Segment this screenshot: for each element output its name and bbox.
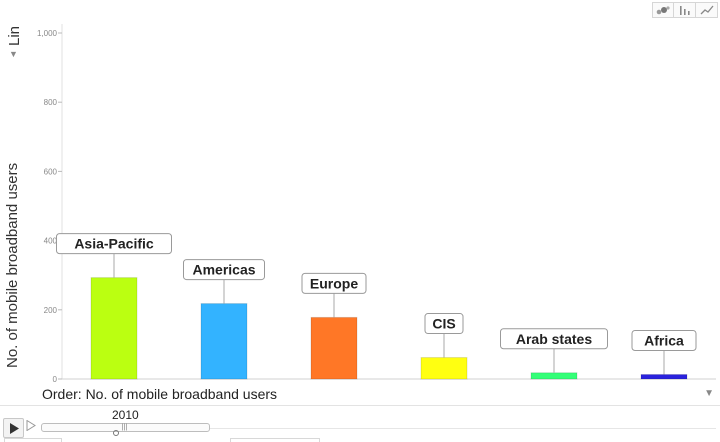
y-tick-label: 400: [44, 237, 58, 246]
y-axis-title[interactable]: No. of mobile broadband users: [4, 162, 21, 368]
data-label: Africa: [644, 333, 684, 349]
timeline-year: 2010: [112, 408, 139, 422]
data-label: Americas: [192, 262, 255, 278]
y-tick-label: 200: [44, 306, 58, 315]
timeline-handle[interactable]: |||: [121, 424, 128, 431]
divider: [0, 405, 720, 406]
data-label-box[interactable]: [424, 313, 464, 335]
bubble-chart-icon[interactable]: [652, 2, 674, 18]
bar-americas[interactable]: [200, 303, 248, 380]
bar-chart-icon[interactable]: [674, 2, 696, 18]
play-icon: [9, 422, 19, 434]
y-tick-label: 600: [44, 167, 58, 176]
bar-cis[interactable]: [420, 357, 468, 380]
y-tick-label: 800: [44, 98, 58, 107]
speed-knob-icon[interactable]: [112, 429, 120, 437]
order-selector[interactable]: Order: No. of mobile broadband users: [42, 386, 278, 402]
y-tick-label: 0: [53, 375, 58, 384]
data-label-box[interactable]: [500, 328, 608, 350]
step-forward-icon[interactable]: [26, 420, 36, 431]
data-label-box[interactable]: [183, 259, 265, 281]
order-dropdown-icon[interactable]: ▼: [704, 388, 714, 399]
data-label: Arab states: [516, 331, 592, 347]
panel-tab: [230, 438, 320, 442]
y-tick-label: 1,000: [37, 29, 58, 38]
data-label: Asia-Pacific: [74, 236, 154, 252]
bar-asia-pacific[interactable]: [90, 277, 138, 380]
panel-tab: [4, 438, 62, 442]
scale-dropdown-icon[interactable]: ▼: [9, 49, 18, 59]
line-chart-icon[interactable]: [696, 2, 718, 18]
play-button[interactable]: [3, 418, 24, 438]
bar-africa[interactable]: [640, 374, 688, 380]
scale-selector[interactable]: Lin: [6, 25, 23, 46]
bar-arab-states[interactable]: [530, 372, 578, 380]
timeline-track: [210, 428, 716, 429]
timeline-slider[interactable]: |||: [41, 423, 210, 432]
data-label: Europe: [310, 275, 358, 291]
bar-europe[interactable]: [310, 316, 358, 380]
chart-type-toggle: [652, 2, 718, 18]
data-label-box[interactable]: [56, 233, 172, 255]
data-label-box[interactable]: [631, 330, 697, 352]
data-label: CIS: [432, 316, 455, 332]
data-label-box[interactable]: [301, 272, 367, 294]
